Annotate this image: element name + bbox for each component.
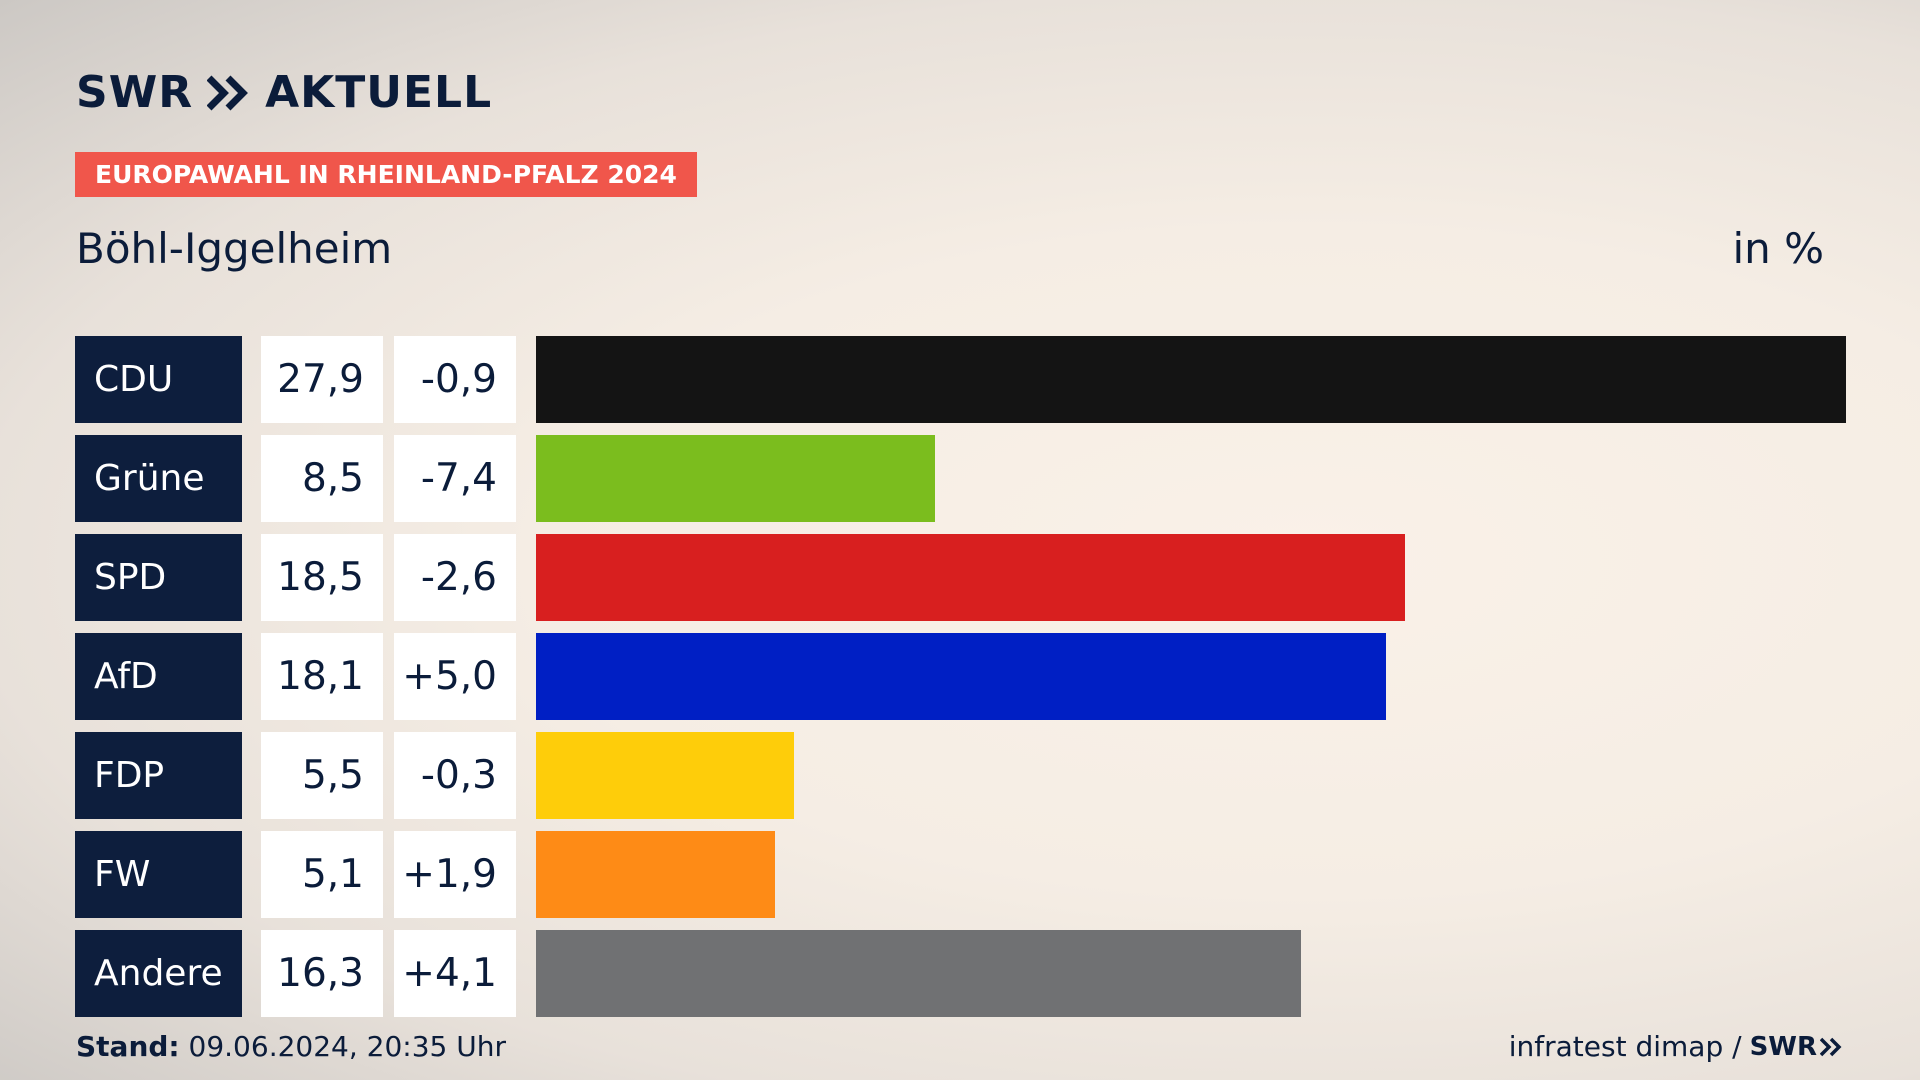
swr-aktuell-logo: SWR AKTUELL — [76, 68, 492, 118]
vote-share-value: 27,9 — [261, 336, 383, 423]
party-label: AfD — [75, 633, 242, 720]
logo-aktuell-text: AKTUELL — [265, 67, 493, 118]
vote-share-value: 8,5 — [261, 435, 383, 522]
bar-fw — [536, 831, 775, 918]
result-row-cdu: CDU 27,9 -0,9 — [75, 336, 1846, 423]
bar-andere — [536, 930, 1301, 1017]
result-row-fdp: FDP 5,5 -0,3 — [75, 732, 1846, 819]
vote-share-value: 5,1 — [261, 831, 383, 918]
vote-share-value: 18,5 — [261, 534, 383, 621]
change-value: -0,3 — [394, 732, 516, 819]
election-badge: EUROPAWAHL IN RHEINLAND-PFALZ 2024 — [75, 152, 697, 197]
vote-share-value: 5,5 — [261, 732, 383, 819]
bar-cdu — [536, 336, 1846, 423]
party-label: Grüne — [75, 435, 242, 522]
stand-value: 09.06.2024, 20:35 Uhr — [188, 1030, 506, 1063]
result-row-spd: SPD 18,5 -2,6 — [75, 534, 1846, 621]
bar-spd — [536, 534, 1405, 621]
result-row-afd: AfD 18,1 +5,0 — [75, 633, 1846, 720]
change-value: +5,0 — [394, 633, 516, 720]
source-credit: infratest dimap / SWR — [1509, 1030, 1844, 1064]
vote-share-value: 16,3 — [261, 930, 383, 1017]
result-row-andere: Andere 16,3 +4,1 — [75, 930, 1846, 1017]
result-row-gr-ne: Grüne 8,5 -7,4 — [75, 435, 1846, 522]
vote-share-value: 18,1 — [261, 633, 383, 720]
bar-afd — [536, 633, 1386, 720]
change-value: -2,6 — [394, 534, 516, 621]
mini-logo-text: SWR — [1749, 1032, 1817, 1062]
result-row-fw: FW 5,1 +1,9 — [75, 831, 1846, 918]
party-label: CDU — [75, 336, 242, 423]
change-value: -0,9 — [394, 336, 516, 423]
bar-fdp — [536, 732, 794, 819]
change-value: -7,4 — [394, 435, 516, 522]
change-value: +4,1 — [394, 930, 516, 1017]
source-text: infratest dimap / — [1508, 1030, 1742, 1063]
party-label: FW — [75, 831, 242, 918]
change-value: +1,9 — [394, 831, 516, 918]
swr-mini-logo: SWR — [1750, 1030, 1844, 1064]
stand-label: Stand: — [76, 1030, 180, 1063]
unit-label: in % — [1732, 224, 1824, 273]
party-label: SPD — [75, 534, 242, 621]
double-chevron-icon — [1820, 1037, 1842, 1057]
party-label: Andere — [75, 930, 242, 1017]
logo-swr-text: SWR — [76, 67, 194, 118]
bar-gr-ne — [536, 435, 935, 522]
double-chevron-icon — [207, 75, 249, 111]
region-title: Böhl-Iggelheim — [76, 224, 393, 273]
timestamp: Stand: 09.06.2024, 20:35 Uhr — [76, 1030, 506, 1064]
party-label: FDP — [75, 732, 242, 819]
